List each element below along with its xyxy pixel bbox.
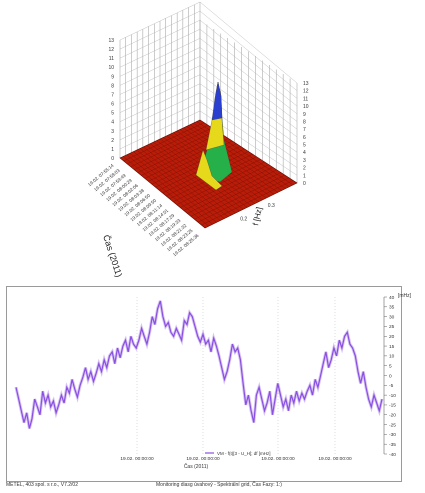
surface-z-tick: 8 bbox=[111, 83, 114, 89]
wall-grid-line bbox=[119, 65, 201, 104]
surface-3d-chart: 00112233445566778899101011111212131319.0… bbox=[87, 1, 309, 278]
floor-mesh-line bbox=[194, 174, 285, 220]
wall-grid-line bbox=[199, 74, 298, 145]
surface-z-tick: 1 bbox=[111, 147, 114, 153]
surface-z-tick: 7 bbox=[303, 127, 306, 133]
surface-z-tick: 11 bbox=[109, 56, 114, 62]
surface-z-tick: 3 bbox=[111, 129, 114, 135]
wall-grid-line bbox=[199, 47, 298, 122]
line-chart-grid bbox=[136, 297, 385, 454]
surface-z-tick: 9 bbox=[303, 112, 306, 118]
x-tick-label: 19.02. 00:00:00 bbox=[186, 456, 220, 462]
y-tick-label: 25 bbox=[389, 324, 395, 330]
y-tick-label: 5 bbox=[389, 363, 392, 369]
wall-grid-line bbox=[119, 29, 201, 68]
footer-center: Monitoring diasg úvahový - Spektrální gr… bbox=[156, 482, 282, 488]
wall-grid-line bbox=[119, 110, 201, 150]
wall-grid-line bbox=[119, 1, 201, 41]
wall-grid-line bbox=[119, 101, 201, 141]
line-chart-y-ticks: 40 35 30 25 20 15 10 5 0 -5 -10 -15 -20 -25 -30 -35 -40 bbox=[384, 295, 396, 458]
surface-x-tick: 0.3 bbox=[268, 203, 275, 209]
surface-z-tick: 13 bbox=[108, 38, 114, 44]
series-line bbox=[15, 300, 383, 429]
line-chart-panel bbox=[6, 286, 402, 482]
surface-peak-patch bbox=[195, 149, 223, 191]
wall-grid-line bbox=[119, 38, 201, 77]
status-footer: METEL, 403 spol. s r.o., V7.2/02 Monitor… bbox=[0, 482, 425, 493]
y-unit-label: [mHz] bbox=[398, 293, 412, 299]
footer-left: METEL, 403 spol. s r.o., V7.2/02 bbox=[6, 482, 78, 488]
x-tick-label: 19.02. 00:00:00 bbox=[120, 456, 154, 462]
surface-x-axis-label: f [Hz] bbox=[251, 206, 264, 226]
wall-grid-line bbox=[119, 10, 201, 50]
surface-z-tick: 10 bbox=[108, 65, 114, 71]
wall-grid-line bbox=[199, 29, 298, 107]
surface-x-tick: 0.2 bbox=[240, 216, 247, 222]
surface-z-tick: 2 bbox=[303, 166, 306, 172]
y-tick-label: -10 bbox=[389, 393, 396, 399]
legend-label: VM - f(t)[3 - U_H]; df [mHz] bbox=[217, 451, 271, 456]
x-axis-label: Čas (2011) bbox=[184, 463, 209, 470]
floor-mesh-line bbox=[197, 177, 290, 223]
wall-grid-line bbox=[119, 19, 201, 59]
wall-grid-line bbox=[199, 1, 298, 84]
series-noise-band bbox=[14, 300, 384, 429]
y-tick-label: -20 bbox=[389, 413, 396, 419]
surface-z-tick: 12 bbox=[303, 89, 309, 95]
wall-grid-line bbox=[119, 47, 201, 86]
floor-mesh-line bbox=[186, 126, 282, 191]
wall-grid-line bbox=[119, 92, 201, 131]
wall-grid-line bbox=[119, 74, 201, 113]
surface-z-tick: 4 bbox=[111, 120, 114, 126]
surface-z-tick: 3 bbox=[303, 158, 306, 164]
y-tick-label: -35 bbox=[389, 442, 396, 448]
surface-peak-patch bbox=[211, 81, 223, 121]
floor-mesh-line bbox=[189, 124, 286, 189]
wall-grid-line bbox=[199, 10, 298, 91]
surface-z-tick: 1 bbox=[303, 173, 306, 179]
surface-z-tick: 0 bbox=[111, 156, 114, 162]
y-tick-label: 40 bbox=[389, 295, 395, 301]
floor-mesh-line bbox=[201, 180, 294, 226]
line-chart-x-ticks: 19.02. 00:00:00 19.02. 00:00:00 19.02. 00:… bbox=[120, 456, 352, 462]
surface-z-tick: 10 bbox=[303, 104, 309, 110]
y-tick-label: 15 bbox=[389, 344, 395, 350]
surface-z-tick: 5 bbox=[111, 111, 114, 117]
y-tick-label: -30 bbox=[389, 432, 396, 438]
y-tick-label: -25 bbox=[389, 422, 396, 428]
x-tick-label: 19.02. 00:00:00 bbox=[261, 456, 295, 462]
surface-peak bbox=[195, 81, 233, 191]
surface-z-tick: 5 bbox=[303, 143, 306, 149]
y-tick-label: 35 bbox=[389, 305, 395, 311]
surface-z-tick: 6 bbox=[111, 102, 114, 108]
surface-z-tick: 2 bbox=[111, 138, 114, 144]
y-tick-label: 10 bbox=[389, 354, 395, 360]
wall-grid-line bbox=[199, 56, 298, 130]
y-tick-label: -40 bbox=[389, 452, 396, 458]
y-tick-label: 20 bbox=[389, 334, 395, 340]
surface-z-tick: 6 bbox=[303, 135, 306, 141]
surface-z-tick: 7 bbox=[111, 92, 114, 98]
surface-z-tick: 12 bbox=[108, 47, 114, 53]
surface-z-tick: 11 bbox=[303, 96, 308, 102]
wall-grid-line bbox=[199, 65, 298, 138]
surface-z-tick: 8 bbox=[303, 119, 306, 125]
y-tick-label: 30 bbox=[389, 314, 395, 320]
x-tick-label: 19.02. 00:00:00 bbox=[318, 456, 352, 462]
surface-z-tick: 4 bbox=[303, 150, 306, 156]
y-tick-label: -5 bbox=[389, 383, 394, 389]
surface-z-tick: 0 bbox=[303, 181, 306, 187]
wall-grid-line bbox=[119, 83, 201, 122]
wall-grid-line bbox=[199, 38, 298, 114]
surface-z-tick: 13 bbox=[303, 81, 309, 87]
wall-grid-line bbox=[119, 56, 201, 95]
y-tick-label: 0 bbox=[389, 373, 392, 379]
wall-grid-line bbox=[199, 19, 298, 99]
surface-z-tick: 9 bbox=[111, 74, 114, 80]
y-tick-label: -15 bbox=[389, 403, 396, 409]
